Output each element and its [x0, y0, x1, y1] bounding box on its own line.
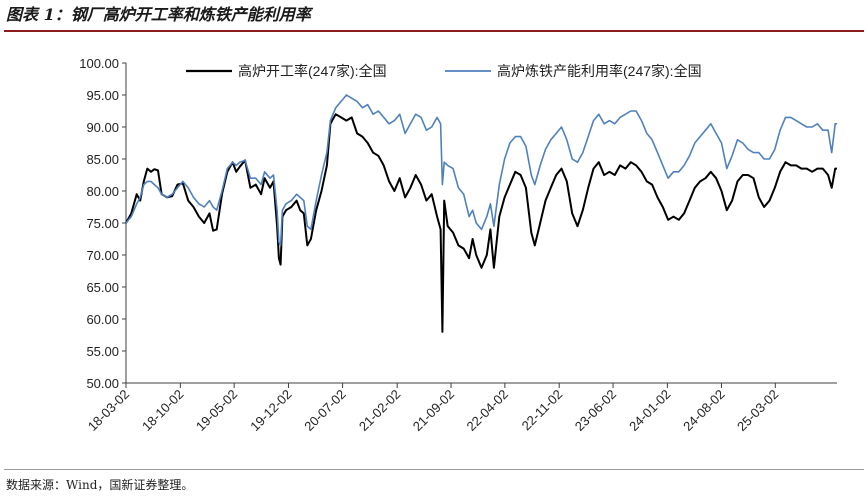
y-tick-label: 90.00 [86, 120, 119, 135]
series-line-blast-furnace-rate [125, 113, 837, 333]
figure-title: 图表 1：钢厂高炉开工率和炼铁产能利用率 [6, 5, 311, 24]
y-tick-label: 50.00 [86, 376, 119, 391]
x-tick-label: 19-12-02 [247, 387, 294, 434]
line-chart: 50.00 55.00 60.00 65.00 70.00 75.00 80.00 85.00… [0, 32, 868, 462]
y-tick-label: 95.00 [86, 88, 119, 103]
y-tick-label: 75.00 [86, 216, 119, 231]
chart-canvas: 50.00 55.00 60.00 65.00 70.00 75.00 80.00 85.00… [79, 56, 837, 434]
x-tick-label: 19-05-02 [193, 387, 240, 434]
y-tick-label: 55.00 [86, 344, 119, 359]
x-tick-label: 25-03-02 [734, 387, 781, 434]
x-tick-label: 18-03-02 [85, 387, 132, 434]
x-tick-label: 18-10-02 [139, 387, 186, 434]
title-divider [4, 30, 864, 32]
y-tick-label: 65.00 [86, 280, 119, 295]
series-line-ironmaking-capacity [125, 94, 837, 247]
source-divider [4, 469, 864, 470]
x-tick-label: 21-09-02 [410, 387, 457, 434]
x-tick-label: 22-11-02 [519, 387, 566, 434]
data-source-note: 数据来源：Wind，国新证券整理。 [6, 478, 194, 492]
y-tick-label: 80.00 [86, 184, 119, 199]
x-tick-label: 22-04-02 [464, 387, 511, 434]
y-tick-label: 100.00 [79, 56, 119, 71]
x-tick-label: 23-06-02 [572, 387, 619, 434]
x-tick-label: 21-02-02 [356, 387, 403, 434]
legend-label: 高炉开工率(247家):全国 [238, 63, 387, 79]
y-tick-label: 85.00 [86, 152, 119, 167]
x-tick-label: 24-08-02 [680, 387, 727, 434]
y-tick-label: 60.00 [86, 312, 119, 327]
y-tick-label: 70.00 [86, 248, 119, 263]
x-tick-label: 24-01-02 [626, 387, 673, 434]
legend-label: 高炉炼铁产能利用率(247家):全国 [497, 63, 702, 79]
x-tick-label: 20-07-02 [301, 387, 348, 434]
